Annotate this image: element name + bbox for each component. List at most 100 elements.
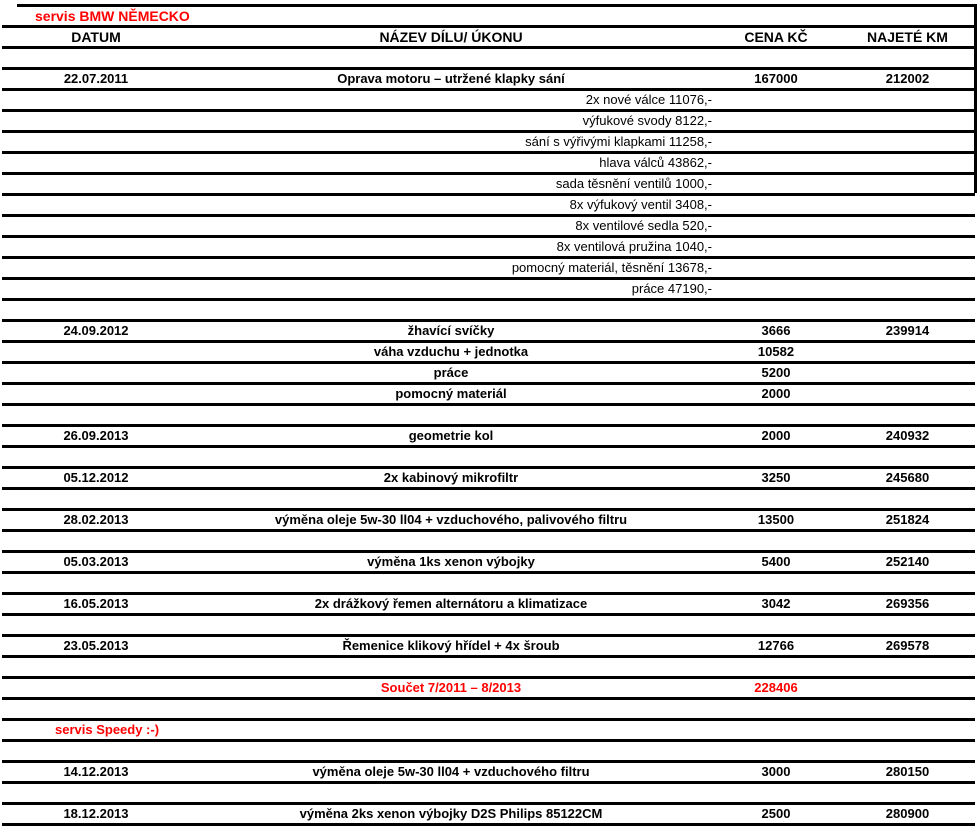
cell-km: 245680 [885, 470, 930, 485]
cell-cena: 228406 [754, 680, 798, 695]
column-header-km: NAJETÉ KM [867, 29, 948, 45]
detail-row: práce 47190,- [2, 277, 975, 298]
spacer-row [2, 655, 975, 676]
section-subtitle-row: servis Speedy :-) [2, 718, 975, 739]
cell-nazev: Řemenice klikový hřídel + 4x šroub [342, 638, 560, 653]
cell-datum [2, 364, 190, 382]
service-table: servis BMW NĚMECKO DATUM NÁZEV DÍLU/ ÚKONU… [2, 4, 975, 826]
table-row: váha vzduchu + jednotka 10582 [2, 340, 975, 361]
cell-nazev: práce 47190,- [631, 281, 712, 296]
cell-cena: 3000 [761, 764, 791, 779]
cell-km: 212002 [885, 71, 930, 86]
detail-row: sání s výřivými klapkami 11258,- [2, 130, 975, 151]
table-row: 16.05.2013 2x drážkový řemen alternátoru … [2, 592, 975, 613]
section-title-row: servis BMW NĚMECKO [2, 4, 975, 25]
table-row: 23.05.2013 Řemenice klikový hřídel + 4x š… [2, 634, 975, 655]
section-title-label: servis BMW NĚMECKO [35, 8, 190, 24]
spacer-row [2, 529, 975, 550]
cell-cena [712, 133, 840, 151]
cell-cena: 2000 [761, 386, 791, 401]
cell-nazev: sání s výřivými klapkami 11258,- [525, 134, 712, 149]
spacer-row [2, 739, 975, 760]
cell-cena: 5400 [761, 554, 791, 569]
cell-datum: 18.12.2013 [63, 806, 129, 821]
cell-datum [2, 259, 190, 277]
cell-datum: 28.02.2013 [63, 512, 129, 527]
table-row: 18.12.2013 výměna 2ks xenon výbojky D2S P… [2, 802, 975, 826]
cell-km: 280900 [885, 806, 930, 821]
cell-datum [2, 112, 190, 130]
cell-nazev: výměna 1ks xenon výbojky [367, 554, 535, 569]
section-subtitle-label: servis Speedy :-) [55, 722, 160, 737]
cell-km [840, 280, 975, 298]
spacer-row [2, 403, 975, 424]
table-row: 05.12.2012 2x kabinový mikrofiltr 3250 2456… [2, 466, 975, 487]
spacer-row [2, 781, 975, 802]
cell-km [840, 133, 975, 151]
cell-cena [712, 280, 840, 298]
cell-cena [712, 112, 840, 130]
cell-datum [2, 217, 190, 235]
cell-km: 280150 [885, 764, 930, 779]
column-header-datum: DATUM [71, 29, 121, 45]
detail-row: 8x výfukový ventil 3408,- [2, 193, 975, 214]
cell-datum [2, 154, 190, 172]
cell-nazev: pomocný materiál [395, 386, 507, 401]
table-row: 22.07.2011 Oprava motoru – utržené klapky… [2, 67, 975, 88]
cell-km: 251824 [885, 512, 930, 527]
cell-datum [2, 679, 190, 697]
cell-cena [712, 217, 840, 235]
cell-km [840, 238, 975, 256]
cell-datum [2, 196, 190, 214]
cell-km [840, 196, 975, 214]
cell-cena: 5200 [761, 365, 791, 380]
detail-row: výfukové svody 8122,- [2, 109, 975, 130]
table-row: 14.12.2013 výměna oleje 5w-30 ll04 + vzdu… [2, 760, 975, 781]
cell-km: 269356 [885, 596, 930, 611]
cell-km [840, 112, 975, 130]
cell-nazev: výfukové svody 8122,- [582, 113, 712, 128]
cell-datum: 24.09.2012 [63, 323, 129, 338]
cell-nazev: 2x kabinový mikrofiltr [383, 470, 519, 485]
cell-datum [2, 343, 190, 361]
detail-row: 8x ventilové sedla 520,- [2, 214, 975, 235]
cell-datum: 05.03.2013 [63, 554, 129, 569]
detail-row: 8x ventilová pružina 1040,- [2, 235, 975, 256]
cell-nazev: práce [433, 365, 469, 380]
cell-datum: 14.12.2013 [63, 764, 129, 779]
cell-km: 239914 [885, 323, 930, 338]
cell-nazev: pomocný materiál, těsnění 13678,- [511, 260, 712, 275]
cell-datum: 26.09.2013 [63, 428, 129, 443]
cell-nazev: 2x nové válce 11076,- [585, 92, 712, 107]
cell-km: 240932 [885, 428, 930, 443]
spacer-row [2, 46, 975, 67]
cell-km: 252140 [885, 554, 930, 569]
cell-km [840, 679, 975, 697]
column-header-cena: CENA KČ [744, 29, 808, 45]
spacer-row [2, 571, 975, 592]
cell-km [840, 217, 975, 235]
spacer-row [2, 298, 975, 319]
column-header-nazev: NÁZEV DÍLU/ ÚKONU [379, 29, 523, 45]
cell-cena: 12766 [757, 638, 795, 653]
cell-cena: 2500 [761, 806, 791, 821]
cell-nazev: Součet 7/2011 – 8/2013 [380, 680, 522, 695]
cell-cena [712, 175, 840, 193]
cell-cena: 2000 [761, 428, 791, 443]
cell-nazev: 8x výfukový ventil 3408,- [569, 197, 712, 212]
cell-cena [712, 196, 840, 214]
cell-datum [2, 385, 190, 403]
cell-datum [2, 238, 190, 256]
table-row: pomocný materiál 2000 [2, 382, 975, 403]
cell-km [840, 343, 975, 361]
cell-nazev: geometrie kol [408, 428, 494, 443]
cell-km: 269578 [885, 638, 930, 653]
cell-cena [712, 154, 840, 172]
detail-row: sada těsnění ventilů 1000,- [2, 172, 975, 193]
cell-datum: 22.07.2011 [63, 71, 129, 86]
cell-km [840, 385, 975, 403]
cell-km [840, 175, 975, 193]
total-row: Součet 7/2011 – 8/2013 228406 [2, 676, 975, 697]
table-right-border [974, 4, 977, 193]
